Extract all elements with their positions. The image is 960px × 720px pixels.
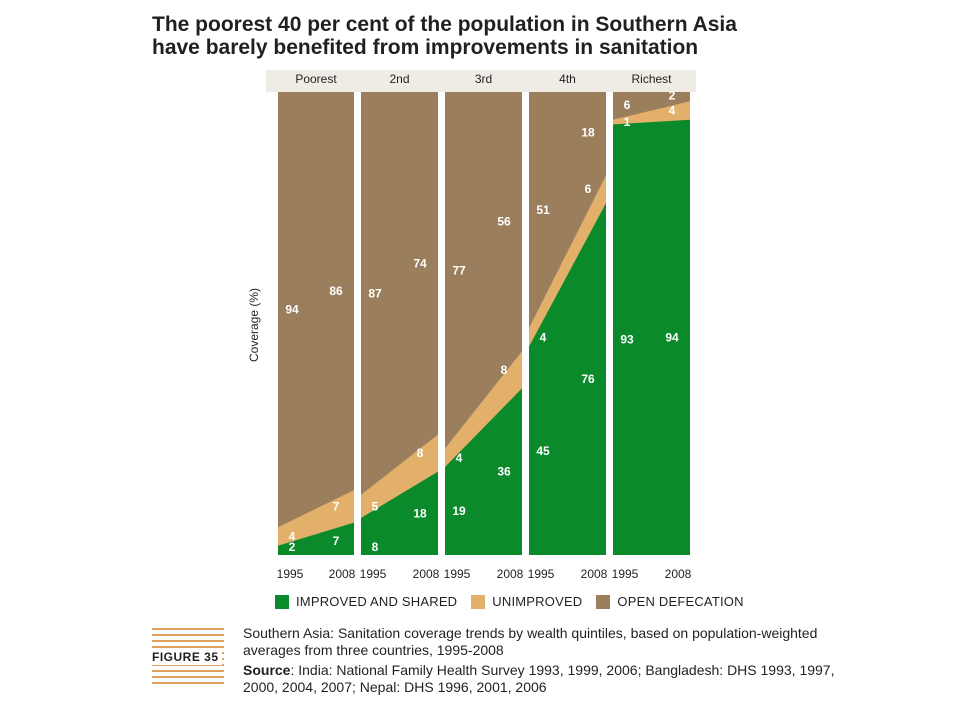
data-label-improved-richest-1995: 93 [620,333,634,347]
data-label-unimproved-2nd-1995: 5 [372,499,379,513]
figure-label: FIGURE 35 [152,649,222,665]
figure-badge: FIGURE 35 [152,628,224,686]
data-label-unimproved-poorest-2008: 7 [333,499,340,513]
data-label-improved-2nd-1995: 8 [372,540,379,554]
legend-swatch-improved [275,594,289,609]
data-label-open-richest-1995: 6 [624,98,631,112]
data-label-unimproved-4th-1995: 4 [540,330,547,344]
data-label-unimproved-richest-1995: 1 [624,115,631,129]
caption-text: Southern Asia: Sanitation coverage trend… [243,625,818,658]
x-tick-3rd-2008: 2008 [497,567,524,581]
data-label-open-2nd-1995: 87 [368,286,382,300]
y-axis-label: Coverage (%) [247,288,261,362]
source-label: Source [243,662,291,678]
x-tick-poorest-2008: 2008 [329,567,356,581]
panel-label-poorest: Poorest [295,72,337,86]
data-label-open-3rd-2008: 56 [497,215,511,229]
data-label-open-poorest-2008: 86 [329,284,343,298]
data-label-improved-2nd-2008: 18 [413,506,427,520]
area-improved-poorest [278,522,354,555]
legend-swatch-open-defecation [596,594,611,609]
figure-caption: Southern Asia: Sanitation coverage trend… [243,625,843,699]
data-label-open-richest-2008: 2 [669,89,676,103]
data-label-open-4th-1995: 51 [536,203,550,217]
panel-label-2nd: 2nd [389,72,409,86]
data-label-open-2nd-2008: 74 [413,256,427,270]
legend-item-unimproved: UNIMPROVED [471,594,582,609]
legend-label-open-defecation: OPEN DEFECATION [617,594,744,609]
area-improved-2nd [361,471,438,555]
data-label-unimproved-3rd-1995: 4 [456,451,463,465]
data-label-improved-3rd-1995: 19 [452,504,466,518]
x-tick-2nd-1995: 1995 [360,567,387,581]
data-label-improved-4th-2008: 76 [581,372,595,386]
source-line: Source: India: National Family Health Su… [243,662,843,696]
chart-title-line-2: have barely benefited from improvements … [152,36,699,59]
data-label-open-poorest-1995: 94 [285,303,299,317]
legend-swatch-unimproved [471,594,486,609]
area-open-defecation-poorest [278,92,354,555]
data-label-improved-richest-2008: 94 [665,330,679,344]
data-label-unimproved-richest-2008: 4 [669,104,676,118]
x-tick-2nd-2008: 2008 [413,567,440,581]
data-label-unimproved-poorest-1995: 4 [289,529,296,543]
data-label-improved-poorest-1995: 2 [289,540,296,554]
x-tick-richest-1995: 1995 [612,567,639,581]
chart-legend: IMPROVED AND SHARED UNIMPROVED OPEN DEFE… [275,594,758,609]
x-tick-poorest-1995: 1995 [277,567,304,581]
data-label-improved-poorest-2008: 7 [333,534,340,548]
data-label-open-4th-2008: 18 [581,126,595,140]
x-tick-4th-1995: 1995 [528,567,555,581]
legend-label-unimproved: UNIMPROVED [492,594,583,609]
data-label-improved-3rd-2008: 36 [497,465,511,479]
area-improved-4th [529,203,606,555]
panel-header-band [266,70,696,92]
source-text: : India: National Family Health Survey 1… [243,662,835,695]
chart-title-line-1: The poorest 40 per cent of the populatio… [152,13,737,36]
data-label-unimproved-4th-2008: 6 [585,182,592,196]
data-label-open-3rd-1995: 77 [452,263,466,277]
panel-label-3rd: 3rd [475,72,492,86]
x-tick-richest-2008: 2008 [665,567,692,581]
data-label-improved-4th-1995: 45 [536,444,550,458]
legend-label-improved: IMPROVED AND SHARED [296,594,458,609]
x-tick-4th-2008: 2008 [581,567,608,581]
area-improved-3rd [445,388,522,555]
chart-title: The poorest 40 per cent of the populatio… [152,13,852,59]
data-label-unimproved-2nd-2008: 8 [417,446,424,460]
data-label-unimproved-3rd-2008: 8 [501,363,508,377]
panel-label-4th: 4th [559,72,576,86]
legend-item-improved: IMPROVED AND SHARED [275,594,457,609]
area-improved-richest [613,119,690,555]
x-tick-3rd-1995: 1995 [444,567,471,581]
legend-item-open-defecation: OPEN DEFECATION [596,594,743,609]
panel-label-richest: Richest [631,72,672,86]
